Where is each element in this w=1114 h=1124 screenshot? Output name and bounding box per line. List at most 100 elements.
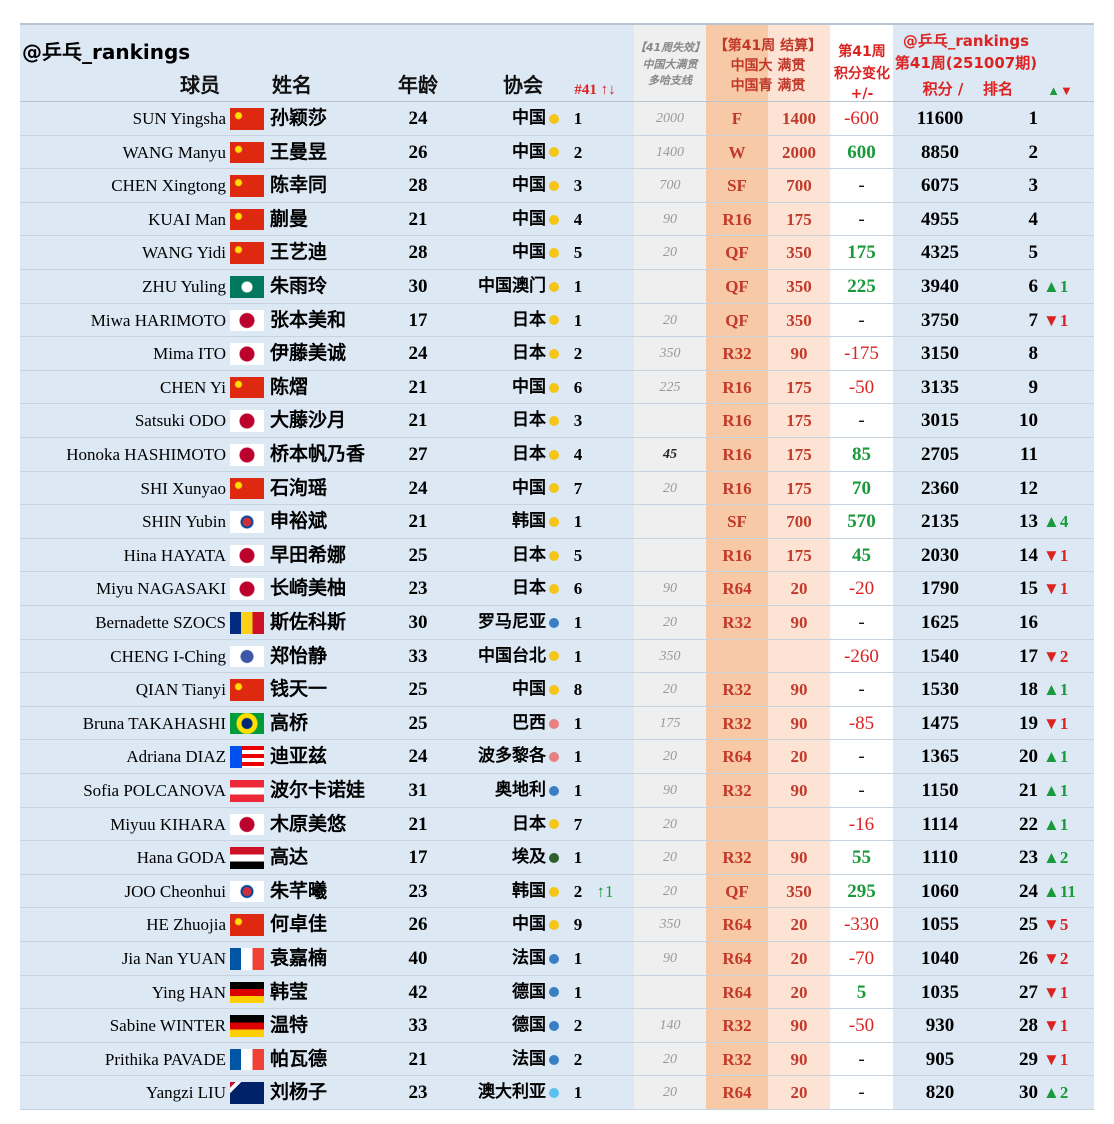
expired-header: 【41周失效】 (634, 41, 706, 54)
points-change: - (858, 309, 865, 331)
rank-header: 排名 (982, 80, 1013, 98)
points-header: 积分 / (922, 80, 964, 98)
player-cn: 何卓佳 (270, 913, 328, 936)
stage: R64 (722, 579, 752, 599)
age: 24 (408, 108, 428, 129)
assoc-rank: 2 (573, 1049, 583, 1069)
assoc-rank: 1 (573, 109, 583, 128)
player-en: Hina HAYATA (123, 545, 226, 565)
points-change: 70 (852, 477, 871, 499)
assoc-dot (549, 718, 559, 729)
row-rule (20, 1075, 1094, 1077)
row-rule (20, 806, 1094, 808)
expired-points: 20 (663, 850, 677, 866)
player-cn: 张本美和 (270, 308, 347, 331)
assoc-rank: 7 (573, 814, 583, 834)
rank: 6 (1028, 276, 1039, 297)
association: 日本 (512, 309, 546, 330)
expired-points: 20 (663, 816, 677, 832)
age: 40 (408, 948, 428, 969)
rank-move: ▼1 (1043, 545, 1069, 565)
row-rule (20, 1109, 1094, 1110)
association: 日本 (512, 444, 546, 464)
assoc-rank: 1 (573, 982, 583, 1002)
assoc-dot (549, 920, 559, 931)
points-change: -175 (844, 343, 879, 365)
rank: 13 (1019, 511, 1038, 533)
player-cn: 石洵瑶 (270, 476, 328, 499)
expired-points: 20 (663, 1085, 677, 1101)
association: 法国 (512, 948, 546, 968)
player-cn: 高桥 (270, 711, 309, 734)
points-change: -600 (844, 108, 879, 129)
points-change: - (858, 175, 865, 197)
total-points: 2135 (921, 511, 959, 533)
total-points: 1540 (921, 645, 959, 667)
expired-points: 225 (659, 379, 681, 395)
player-en: WANG Yidi (142, 243, 226, 263)
assoc-dot (549, 1088, 559, 1099)
player-en: Jia Nan YUAN (121, 949, 226, 968)
rank: 3 (1028, 175, 1039, 197)
row-rule (20, 269, 1094, 270)
age: 23 (408, 578, 428, 600)
expired-points: 90 (663, 951, 677, 966)
rank: 18 (1019, 679, 1038, 701)
age: 25 (408, 544, 428, 566)
row-rule (20, 134, 1094, 136)
row-rule (20, 336, 1094, 338)
assoc-rank: 2 (573, 142, 583, 162)
stage: SF (727, 176, 747, 196)
association: 中国 (512, 376, 546, 397)
player-cn: 帕瓦德 (270, 1047, 328, 1070)
association: 波多黎各 (478, 746, 546, 767)
rank-move: ▲1 (1043, 277, 1069, 296)
earned-points: 175 (786, 209, 812, 229)
player-cn: 韩莹 (270, 980, 309, 1003)
points-change: - (858, 612, 865, 633)
flag (230, 410, 264, 432)
points-change: -16 (848, 813, 875, 835)
association: 中国 (512, 175, 546, 196)
total-points: 1530 (921, 679, 959, 701)
rank: 16 (1019, 612, 1038, 633)
association: 中国 (512, 477, 546, 498)
assoc-dot (549, 886, 559, 897)
player-cn: 申裕斌 (270, 510, 328, 533)
row-rule (20, 369, 1094, 371)
points-change: - (858, 1048, 865, 1070)
row-rule (20, 437, 1094, 438)
row-rule (20, 705, 1094, 707)
expired-points: 20 (663, 883, 677, 899)
player-en: ZHU Yuling (142, 277, 226, 296)
expired-points: 20 (663, 245, 677, 261)
points-change: 85 (852, 444, 871, 465)
age: 17 (408, 309, 428, 331)
flag (230, 276, 264, 298)
player-cn: 波尔卡诺娃 (270, 779, 366, 801)
col-age: 年龄 (398, 73, 438, 97)
expired-points: 700 (659, 178, 681, 194)
player-cn: 朱雨玲 (270, 275, 328, 297)
rank: 29 (1019, 1048, 1038, 1070)
assoc-rank: 6 (573, 377, 583, 397)
points-change: 45 (852, 544, 871, 566)
row-rule (20, 168, 1094, 170)
total-points: 4955 (921, 208, 959, 230)
association: 德国 (512, 981, 546, 1002)
row-rule (20, 537, 1094, 539)
assoc-rank: 3 (573, 411, 583, 431)
total-points: 1110 (922, 847, 958, 869)
player-cn: 高达 (270, 846, 309, 869)
rank: 17 (1019, 645, 1038, 667)
row-rule (20, 1041, 1094, 1043)
points-change: 295 (847, 880, 876, 902)
earned-points: 20 (790, 1083, 808, 1103)
rank-move: ▼1 (1043, 579, 1069, 599)
player-en: Bernadette SZOCS (95, 613, 226, 632)
flag (230, 242, 264, 264)
total-points: 820 (925, 1082, 955, 1104)
age: 25 (408, 679, 428, 701)
flag (230, 1048, 264, 1071)
expired-points: 175 (659, 715, 681, 731)
